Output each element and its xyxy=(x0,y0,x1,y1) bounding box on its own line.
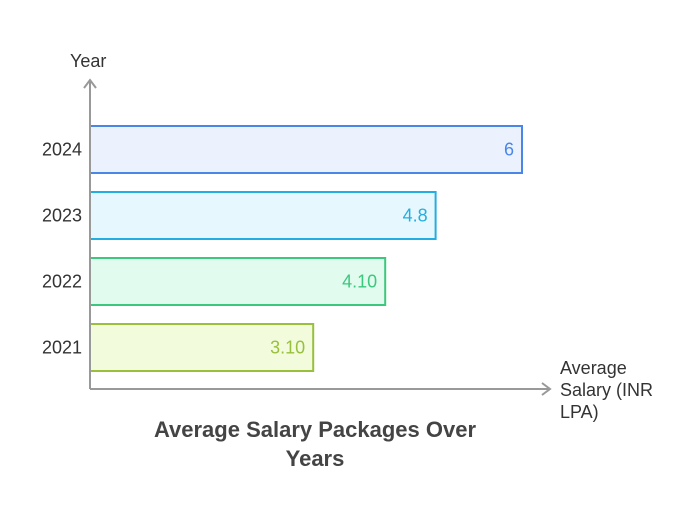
y-tick-label-2023: 2023 xyxy=(42,206,82,226)
data-label-2022: 4.10 xyxy=(342,272,377,292)
y-tick-label-2022: 2022 xyxy=(42,272,82,292)
y-axis-arrow-icon xyxy=(83,78,97,89)
data-label-2021: 3.10 xyxy=(270,338,305,358)
x-axis-label: Average Salary (INR LPA) xyxy=(560,358,653,422)
bar-2023 xyxy=(89,191,437,240)
x-axis-arrow-icon xyxy=(541,382,552,396)
y-tick-label-2021: 2021 xyxy=(42,338,82,358)
chart-title: Average Salary Packages Over Years xyxy=(154,417,477,471)
data-label-2024: 6 xyxy=(504,140,514,160)
data-label-2023: 4.8 xyxy=(403,206,428,226)
y-tick-label-2024: 2024 xyxy=(42,140,82,160)
bar-2024 xyxy=(89,125,523,174)
y-axis-label: Year xyxy=(70,51,106,71)
bar-2022 xyxy=(89,257,387,306)
